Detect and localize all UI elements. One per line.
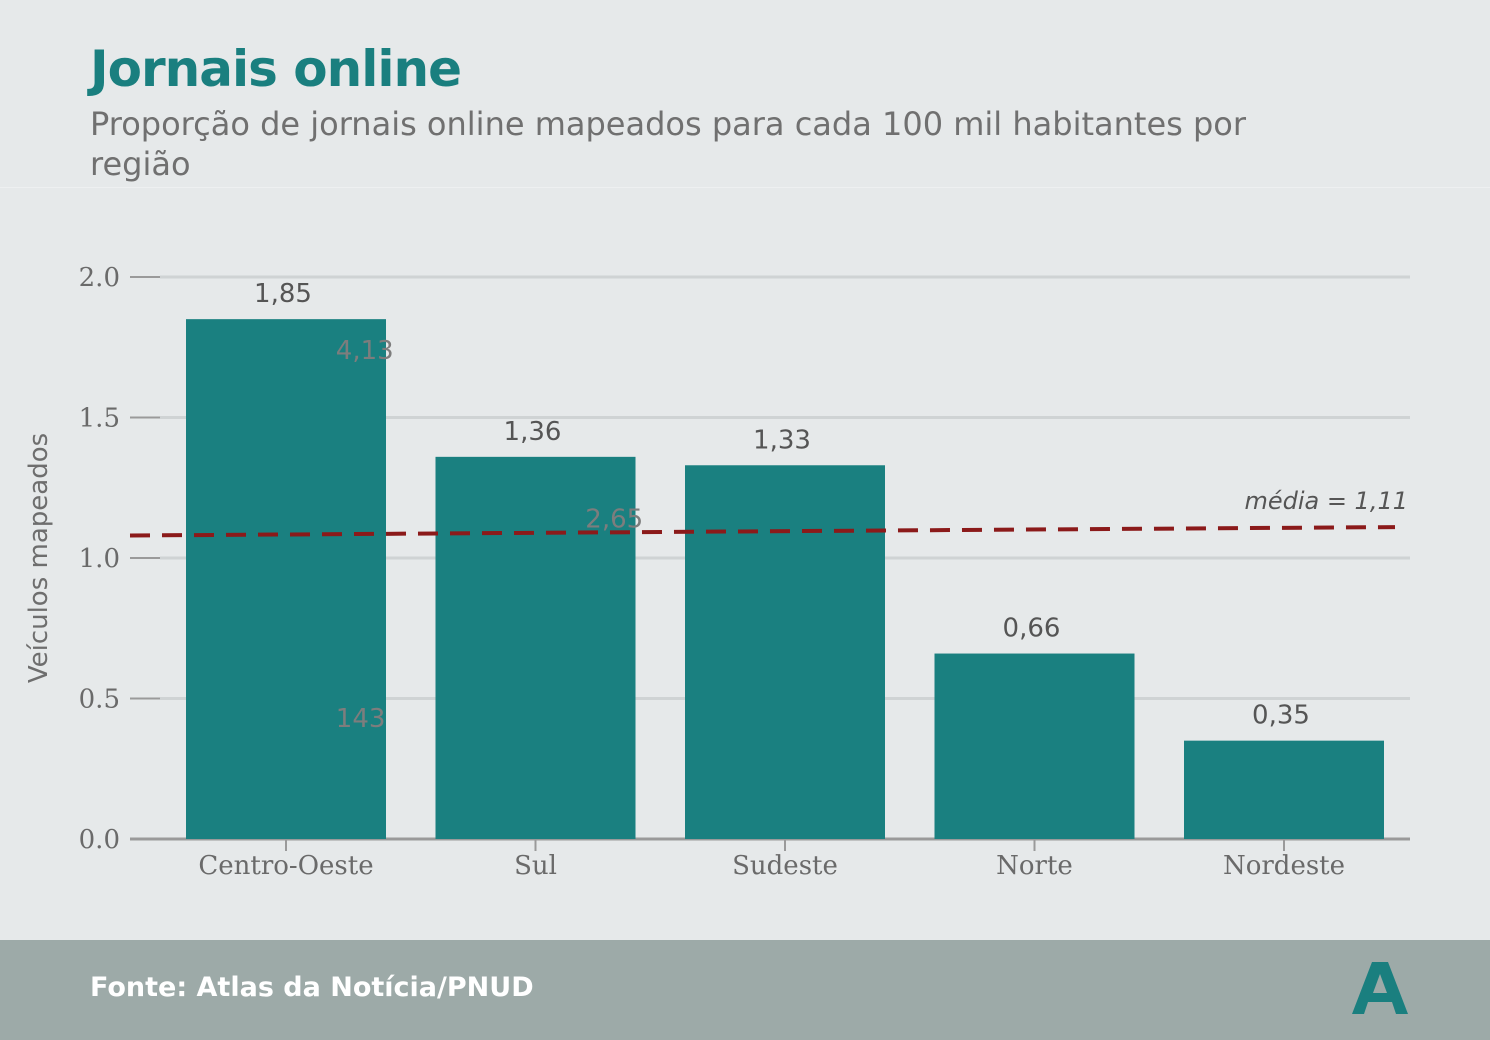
bar-chart: 0.0 0.5 1.0 1.5 2.0 média = 1,11 1,85 Centro-…	[24, 263, 1410, 881]
bar	[1184, 740, 1384, 839]
bar-value-label: 0,66	[1003, 614, 1061, 644]
y-tick-label: 0.5	[79, 685, 120, 715]
y-tick-label: 1.0	[79, 544, 120, 574]
x-tick-label: Sudeste	[732, 851, 838, 881]
source-note: Fonte: Atlas da Notícia/PNUD	[90, 972, 534, 1003]
chart-subtitle: Proporção de jornais online mapeados par…	[90, 105, 1247, 183]
header-divider	[0, 187, 1490, 188]
bar-value-label: 1,33	[753, 425, 811, 455]
bar-value-label: 0,35	[1252, 701, 1310, 731]
ghost-label: 143	[336, 704, 386, 734]
labels: 1,85 Centro-Oeste 1,36 Sul 1,33 Sudeste 0,66 No…	[198, 279, 1345, 881]
bars	[186, 319, 1384, 839]
bar	[934, 653, 1135, 839]
mean-line	[129, 525, 1396, 538]
x-tick-label: Norte	[996, 851, 1073, 881]
atlas-a-logo-icon	[1352, 962, 1408, 1014]
ghost-label: 4,13	[336, 336, 394, 366]
y-tick-label: 0.0	[79, 825, 120, 855]
y-tick-label: 1.5	[79, 404, 120, 434]
ghost-label: 2,65	[585, 505, 643, 535]
mean-line-label: média = 1,11	[1244, 487, 1408, 515]
x-tick-label: Sul	[514, 851, 557, 881]
bar	[186, 319, 386, 839]
x-tick-label: Centro-Oeste	[198, 851, 373, 881]
chart-title: Jornais online	[90, 40, 462, 98]
y-tick-label: 2.0	[79, 263, 120, 293]
bar	[685, 465, 885, 839]
mean-line-group: média = 1,11	[129, 487, 1408, 538]
x-tick-label: Nordeste	[1223, 851, 1345, 881]
bar-value-label: 1,36	[504, 417, 562, 447]
bar-value-label: 1,85	[254, 279, 312, 309]
bar	[435, 456, 636, 839]
y-axis-title: Veículos mapeados	[24, 433, 54, 683]
footer	[0, 940, 1490, 1040]
